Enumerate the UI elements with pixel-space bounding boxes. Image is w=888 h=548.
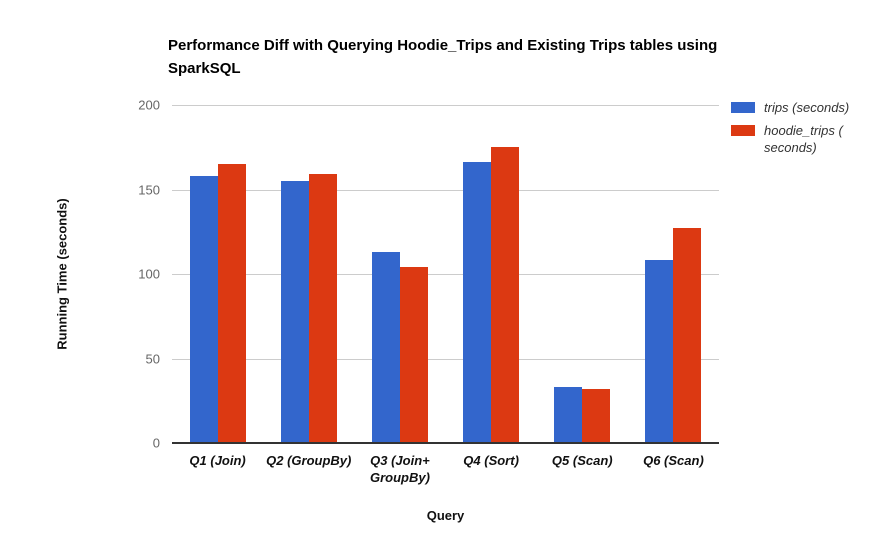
bar-trips-q4[interactable]: [463, 162, 492, 443]
bar-trips-q1[interactable]: [189, 175, 218, 443]
y-tick-label-0: 0: [152, 435, 160, 451]
y-tick-label-100: 100: [138, 266, 160, 282]
x-tick-label-q2: Q2 (GroupBy): [266, 453, 352, 468]
x-tick-label-q3: Q3 (Join+ GroupBy): [369, 453, 430, 485]
bar-hoodie-trips-q4[interactable]: [491, 147, 520, 443]
gridline-200: [172, 105, 719, 106]
bar-group-q3: [354, 105, 445, 443]
y-tick-label-200: 200: [138, 97, 160, 113]
x-tick-label-q1: Q1 (Join): [189, 453, 246, 468]
plot-area: [172, 105, 719, 444]
x-axis-ticks: Q1 (Join) Q2 (GroupBy) Q3 (Join+ GroupBy) Q…: [172, 452, 719, 486]
legend-item-trips[interactable]: trips (seconds): [731, 99, 881, 116]
bar-hoodie-trips-q3[interactable]: [399, 267, 428, 443]
bar-group-q6: [628, 105, 719, 443]
legend-swatch-trips: [731, 102, 755, 113]
x-axis-title: Query: [426, 508, 465, 523]
bar-hoodie-trips-q2[interactable]: [308, 174, 337, 443]
bar-hoodie-trips-q1[interactable]: [217, 164, 246, 443]
bar-group-q2: [263, 105, 354, 443]
bar-trips-q2[interactable]: [280, 181, 309, 443]
gridline-100: [172, 274, 719, 275]
x-tick-label-q4: Q4 (Sort): [463, 453, 519, 468]
bar-group-q1: [172, 105, 263, 443]
y-axis-ticks: 0 50 100 150 200: [95, 98, 160, 451]
bar-trips-q6[interactable]: [645, 260, 674, 443]
gridline-150: [172, 189, 719, 191]
bar-group-q4: [446, 105, 537, 443]
legend: trips (seconds) hoodie_trips ( seconds): [731, 99, 881, 156]
legend-swatch-hoodie-trips: [731, 125, 755, 136]
y-tick-label-150: 150: [138, 182, 160, 197]
chart-title: Performance Diff with Querying Hoodie_Tr…: [168, 37, 718, 77]
y-tick-label-50: 50: [145, 351, 160, 366]
legend-label-hoodie-trips: hoodie_trips ( seconds): [764, 123, 843, 155]
bar-group-q5: [537, 105, 628, 443]
bar-hoodie-trips-q5[interactable]: [582, 388, 611, 443]
x-tick-label-q5: Q5 (Scan): [551, 453, 613, 468]
bars-layer: [172, 105, 719, 443]
y-axis-title: Running Time (seconds): [54, 198, 70, 350]
gridline-50: [172, 358, 719, 360]
x-axis-line: [172, 442, 719, 444]
legend-item-hoodie-trips[interactable]: hoodie_trips ( seconds): [731, 122, 881, 156]
bar-hoodie-trips-q6[interactable]: [673, 228, 702, 443]
x-tick-label-q6: Q6 (Scan): [643, 453, 704, 468]
bar-trips-q3[interactable]: [371, 252, 400, 443]
legend-label-trips: trips (seconds): [764, 100, 850, 115]
bar-trips-q5[interactable]: [554, 387, 583, 443]
